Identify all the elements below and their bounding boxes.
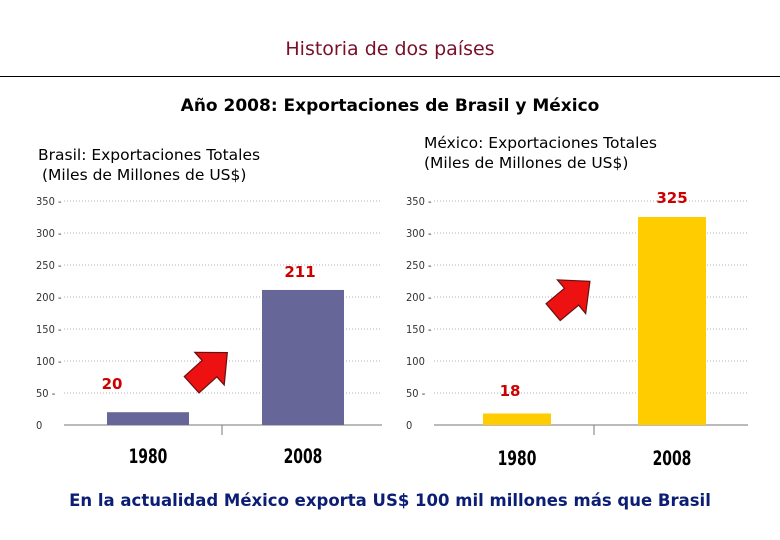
mexico-y-tick-label: 50 - bbox=[406, 387, 426, 400]
brasil-y-tick-label: 100 - bbox=[36, 355, 62, 368]
brasil-y-tick-label: 0 bbox=[36, 419, 42, 432]
brasil-x-tick-label: 1980 bbox=[129, 446, 168, 469]
brasil-y-tick-label: 250 - bbox=[36, 259, 62, 272]
mexico-y-tick-label: 200 - bbox=[406, 291, 432, 304]
mexico-chart-title: México: Exportaciones Totales (Miles de … bbox=[424, 133, 657, 173]
slide-subtitle: Año 2008: Exportaciones de Brasil y Méxi… bbox=[180, 96, 600, 116]
mexico-y-tick-label: 350 - bbox=[406, 195, 432, 208]
mexico-growth-arrow-icon bbox=[545, 279, 591, 322]
mexico-data-label-1980: 18 bbox=[500, 382, 521, 400]
brasil-y-tick-label: 200 - bbox=[36, 291, 62, 304]
brasil-chart-units: (Miles de Millones de US$) bbox=[42, 166, 247, 184]
brasil-y-tick-label: 350 - bbox=[36, 195, 62, 208]
brasil-chart-title: Brasil: Exportaciones Totales (Miles de … bbox=[38, 145, 260, 185]
mexico-chart-title-main: México: Exportaciones Totales bbox=[424, 134, 657, 152]
brasil-y-tick-label: 150 - bbox=[36, 323, 62, 336]
brasil-y-tick-label: 50 - bbox=[36, 387, 56, 400]
mexico-y-tick-label: 150 - bbox=[406, 323, 432, 336]
mexico-bar-1980 bbox=[483, 413, 551, 425]
slide-title: Historia de dos países bbox=[285, 38, 495, 60]
brasil-y-tick-label: 300 - bbox=[36, 227, 62, 240]
mexico-y-tick-label: 0 bbox=[406, 419, 412, 432]
title-divider bbox=[0, 76, 780, 77]
brasil-data-label-2008: 211 bbox=[284, 263, 315, 281]
mexico-chart-units: (Miles de Millones de US$) bbox=[424, 154, 629, 172]
mexico-y-tick-label: 100 bbox=[406, 355, 425, 368]
brasil-x-tick-label: 2008 bbox=[284, 446, 323, 469]
footer-note: En la actualidad México exporta US$ 100 … bbox=[69, 491, 711, 510]
mexico-bar-2008 bbox=[638, 217, 706, 425]
brasil-data-label-1980: 20 bbox=[102, 375, 123, 393]
mexico-growth-arrow-shape bbox=[545, 279, 591, 322]
mexico-data-label-2008: 325 bbox=[656, 189, 687, 207]
mexico-x-tick-label: 1980 bbox=[498, 448, 537, 471]
brasil-bar-1980 bbox=[107, 412, 189, 425]
brasil-bar-2008 bbox=[262, 289, 344, 425]
mexico-y-tick-label: 250 - bbox=[406, 259, 432, 272]
brasil-growth-arrow-shape bbox=[183, 351, 228, 394]
brasil-growth-arrow-icon bbox=[183, 351, 228, 394]
mexico-x-tick-label: 2008 bbox=[653, 448, 692, 471]
brasil-chart-title-main: Brasil: Exportaciones Totales bbox=[38, 146, 261, 164]
mexico-y-tick-label: 300 - bbox=[406, 227, 432, 240]
